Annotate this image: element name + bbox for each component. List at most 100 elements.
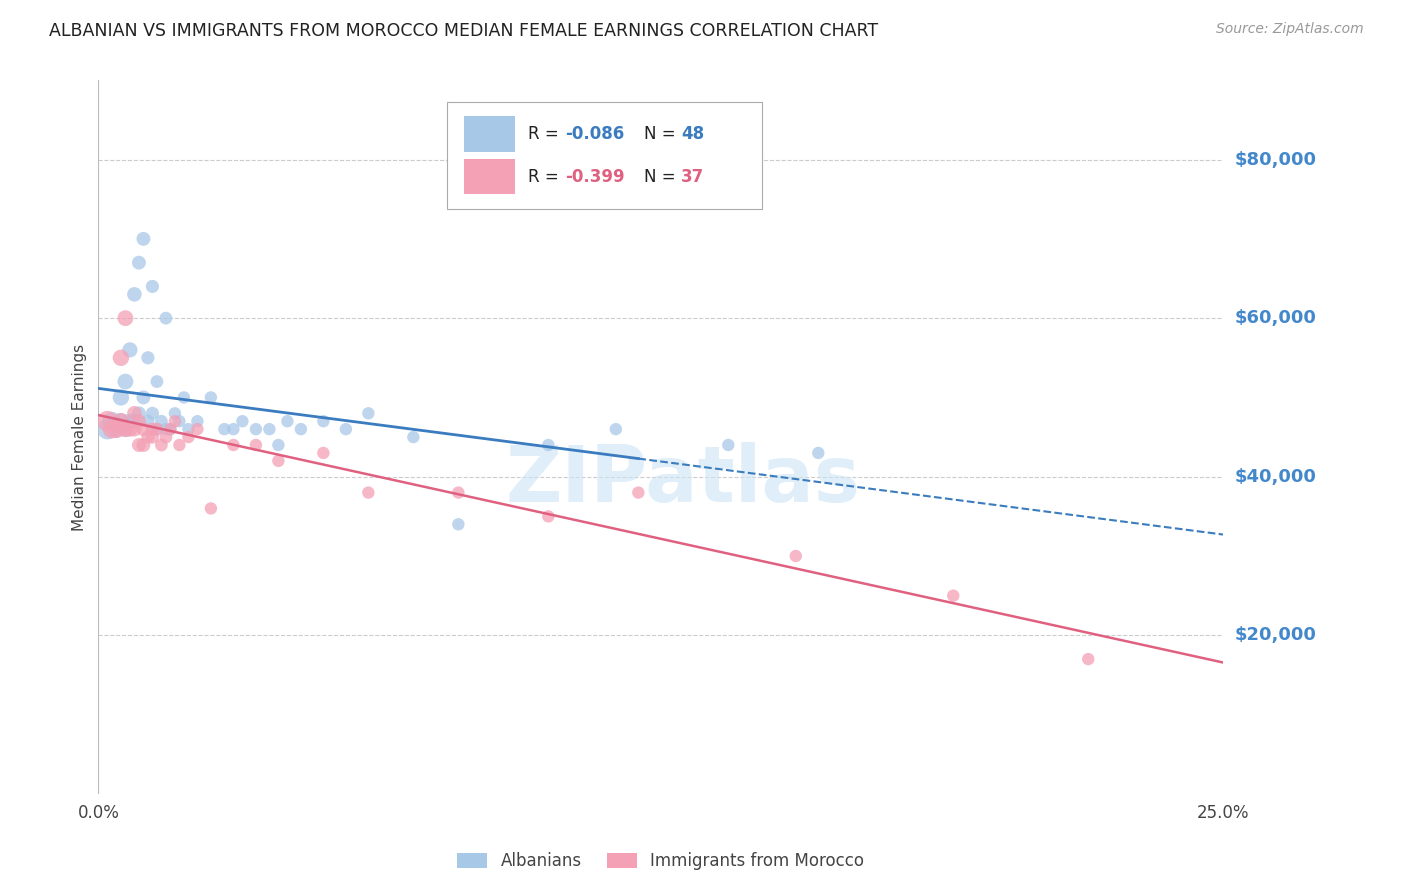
Point xyxy=(114,375,136,389)
Text: ALBANIAN VS IMMIGRANTS FROM MOROCCO MEDIAN FEMALE EARNINGS CORRELATION CHART: ALBANIAN VS IMMIGRANTS FROM MOROCCO MEDI… xyxy=(49,22,879,40)
Point xyxy=(105,422,128,436)
Point xyxy=(118,414,141,428)
Point xyxy=(177,422,200,436)
Text: R =: R = xyxy=(529,125,564,143)
Point xyxy=(101,414,124,428)
Point xyxy=(128,255,150,269)
Point xyxy=(118,343,141,357)
Point xyxy=(627,485,650,500)
Point xyxy=(159,422,181,436)
Point xyxy=(214,422,236,436)
Point xyxy=(357,485,380,500)
Point xyxy=(132,232,155,246)
Point xyxy=(537,438,560,452)
Point xyxy=(132,422,155,436)
Point xyxy=(105,422,128,436)
Text: 37: 37 xyxy=(681,168,704,186)
Point xyxy=(141,279,163,293)
Point xyxy=(200,501,222,516)
FancyBboxPatch shape xyxy=(464,116,515,152)
Point xyxy=(128,414,150,428)
Point xyxy=(132,438,155,452)
Point xyxy=(141,422,163,436)
Point xyxy=(231,414,253,428)
Text: $80,000: $80,000 xyxy=(1234,151,1316,169)
Point xyxy=(96,414,118,428)
Point xyxy=(186,414,208,428)
Point xyxy=(155,311,177,326)
Point xyxy=(717,438,740,452)
Point xyxy=(276,414,298,428)
Point xyxy=(163,414,186,428)
Point xyxy=(118,422,141,436)
Text: N =: N = xyxy=(644,168,681,186)
Y-axis label: Median Female Earnings: Median Female Earnings xyxy=(72,343,87,531)
Point xyxy=(245,422,267,436)
Text: ZIPatlas: ZIPatlas xyxy=(506,442,860,518)
Text: R =: R = xyxy=(529,168,564,186)
Point xyxy=(267,438,290,452)
Point xyxy=(141,406,163,420)
Point xyxy=(163,406,186,420)
Point xyxy=(942,589,965,603)
Point xyxy=(807,446,830,460)
Point xyxy=(447,485,470,500)
Point xyxy=(245,438,267,452)
Point xyxy=(785,549,807,563)
Point xyxy=(124,287,146,301)
Point xyxy=(136,351,159,365)
Text: 48: 48 xyxy=(681,125,704,143)
Text: $60,000: $60,000 xyxy=(1234,310,1316,327)
Text: $20,000: $20,000 xyxy=(1234,626,1316,644)
Point xyxy=(222,438,245,452)
Point xyxy=(136,430,159,444)
Point xyxy=(155,430,177,444)
Point xyxy=(146,422,169,436)
Point xyxy=(402,430,425,444)
Point xyxy=(312,414,335,428)
Point xyxy=(110,414,132,428)
Text: -0.086: -0.086 xyxy=(565,125,624,143)
Point xyxy=(150,438,173,452)
Point xyxy=(447,517,470,532)
Point xyxy=(128,406,150,420)
FancyBboxPatch shape xyxy=(464,159,515,194)
Point xyxy=(146,422,169,436)
Point xyxy=(312,446,335,460)
Text: $40,000: $40,000 xyxy=(1234,467,1316,486)
Point xyxy=(169,438,191,452)
Point xyxy=(290,422,312,436)
Point xyxy=(96,422,118,436)
Point xyxy=(124,414,146,428)
Point xyxy=(159,422,181,436)
Point xyxy=(267,454,290,468)
Point xyxy=(357,406,380,420)
Point xyxy=(110,351,132,365)
FancyBboxPatch shape xyxy=(447,102,762,209)
Point xyxy=(114,422,136,436)
Point xyxy=(141,430,163,444)
Point xyxy=(169,414,191,428)
Point xyxy=(136,414,159,428)
Point xyxy=(132,391,155,405)
Text: Source: ZipAtlas.com: Source: ZipAtlas.com xyxy=(1216,22,1364,37)
Text: -0.399: -0.399 xyxy=(565,168,624,186)
Point xyxy=(101,422,124,436)
Point xyxy=(155,422,177,436)
Point xyxy=(150,414,173,428)
Point xyxy=(110,391,132,405)
Point xyxy=(114,311,136,326)
Point xyxy=(146,375,169,389)
Text: N =: N = xyxy=(644,125,681,143)
Point xyxy=(114,422,136,436)
Point xyxy=(335,422,357,436)
Point xyxy=(186,422,208,436)
Point xyxy=(200,391,222,405)
Legend: Albanians, Immigrants from Morocco: Albanians, Immigrants from Morocco xyxy=(457,852,865,871)
Point xyxy=(177,430,200,444)
Point xyxy=(537,509,560,524)
Point xyxy=(128,438,150,452)
Point xyxy=(259,422,281,436)
Point xyxy=(605,422,627,436)
Point xyxy=(173,391,195,405)
